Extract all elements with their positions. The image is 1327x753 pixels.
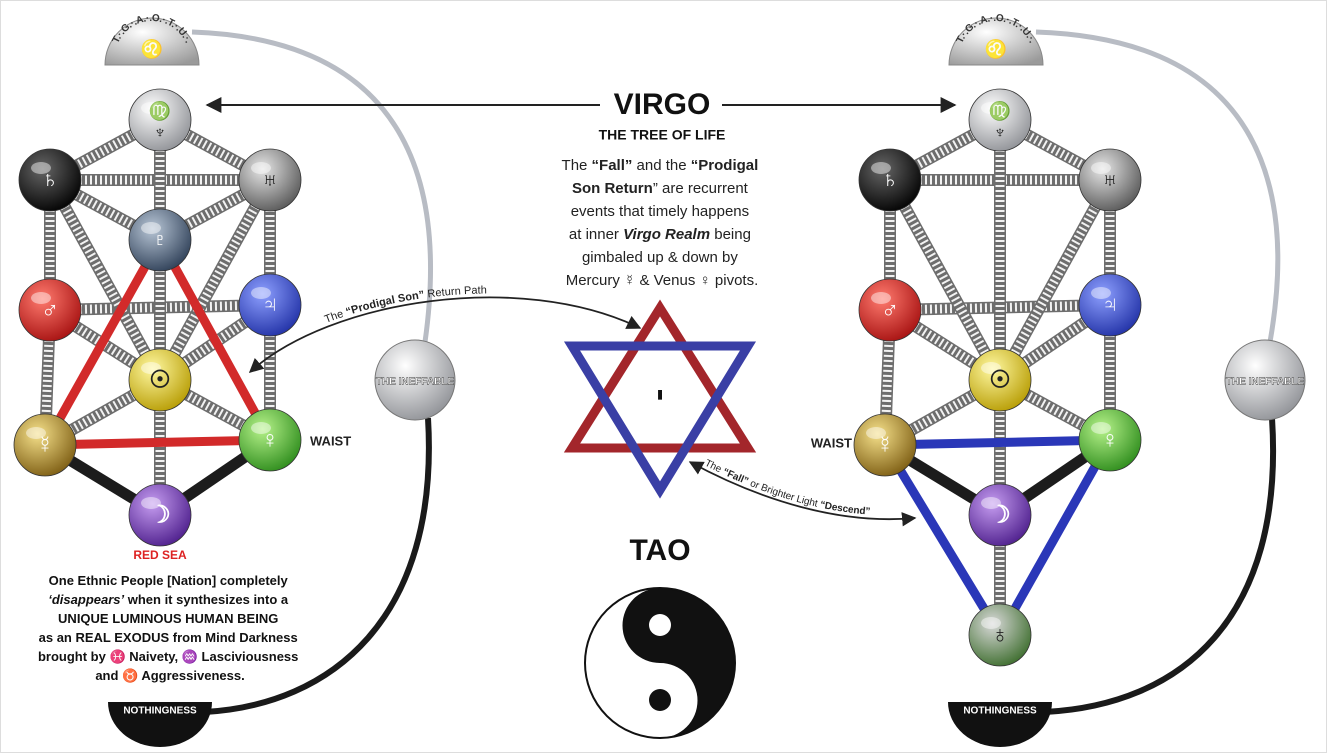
planet-symbol: ♇ [151,226,169,253]
nothingness-label: NOTHINGNESS [123,706,197,717]
pipe [45,440,270,445]
text: gimbaled up & down by [582,249,738,266]
text: UNIQUE LUMINOUS HUMAN BEING [58,611,278,626]
planet-symbol: ☽ [149,501,171,528]
text: The [562,157,592,174]
planet-symbol: ♂ [881,296,899,323]
text: “Fall” [592,157,633,174]
planet-symbol: ♅ [261,166,279,193]
planet-symbol: ♄ [881,166,899,193]
planet-symbol: ♆ [993,122,1007,142]
planet-symbol: ♃ [261,291,279,318]
text: One Ethnic People [Nation] completely [49,573,289,588]
waist-label: WAIST [310,433,351,448]
title: VIRGO [614,88,711,121]
text: Son Return [572,180,653,197]
planet-symbol: ☉ [989,366,1011,393]
text: at inner [569,226,623,243]
text: and the [632,157,690,174]
text: Mercury ☿ & Venus ♀ pivots. [566,272,759,289]
dome-symbol: ♌ [141,38,163,59]
planet-symbol: ♄ [41,166,59,193]
ineffable-label: THE INEFFABLE [1226,377,1305,388]
text: being [710,226,751,243]
ineffable-label: THE INEFFABLE [376,377,455,388]
text: ” are recurrent [653,180,749,197]
text: and ♉ Aggressiveness. [95,668,244,683]
text: “Prodigal [691,157,759,174]
star-letter: י [655,382,664,415]
yin-yang [585,588,735,738]
planet-symbol: ☿ [36,431,54,458]
red-sea-label: RED SEA [133,548,187,562]
text: ‘disappears’ [48,592,124,607]
waist-label: WAIST [811,435,852,450]
planet-symbol: ☽ [989,501,1011,528]
dome-symbol: ♌ [985,38,1007,59]
text: when it synthesizes into a [124,592,289,607]
nothingness-label: NOTHINGNESS [963,706,1037,717]
pipe [885,440,1110,445]
tao-label: TAO [629,534,690,567]
planet-symbol: ♍ [989,100,1011,121]
planet-symbol: ☉ [149,366,171,393]
subtitle: THE TREE OF LIFE [599,127,726,143]
planet-symbol: ♀ [1101,426,1119,453]
text: as an REAL EXODUS from Mind Darkness [39,630,298,645]
text: Virgo Realm [623,226,710,243]
planet-symbol: ♁ [991,621,1009,648]
planet-symbol: ☿ [876,431,894,458]
planet-symbol: ♆ [153,122,167,142]
planet-symbol: ♀ [261,426,279,453]
planet-symbol: ♃ [1101,291,1119,318]
planet-symbol: ♂ [41,296,59,323]
text: events that timely happens [571,203,749,220]
planet-symbol: ♍ [149,100,171,121]
planet-symbol: ♅ [1101,166,1119,193]
text: brought by ♓ Naivety, ♒ Lasciviousness [38,649,298,664]
diagram: T.·.G.·.A.·.O.·.T.·.U.·. ♌ T.·.G.·.A.·.O… [0,0,1327,753]
